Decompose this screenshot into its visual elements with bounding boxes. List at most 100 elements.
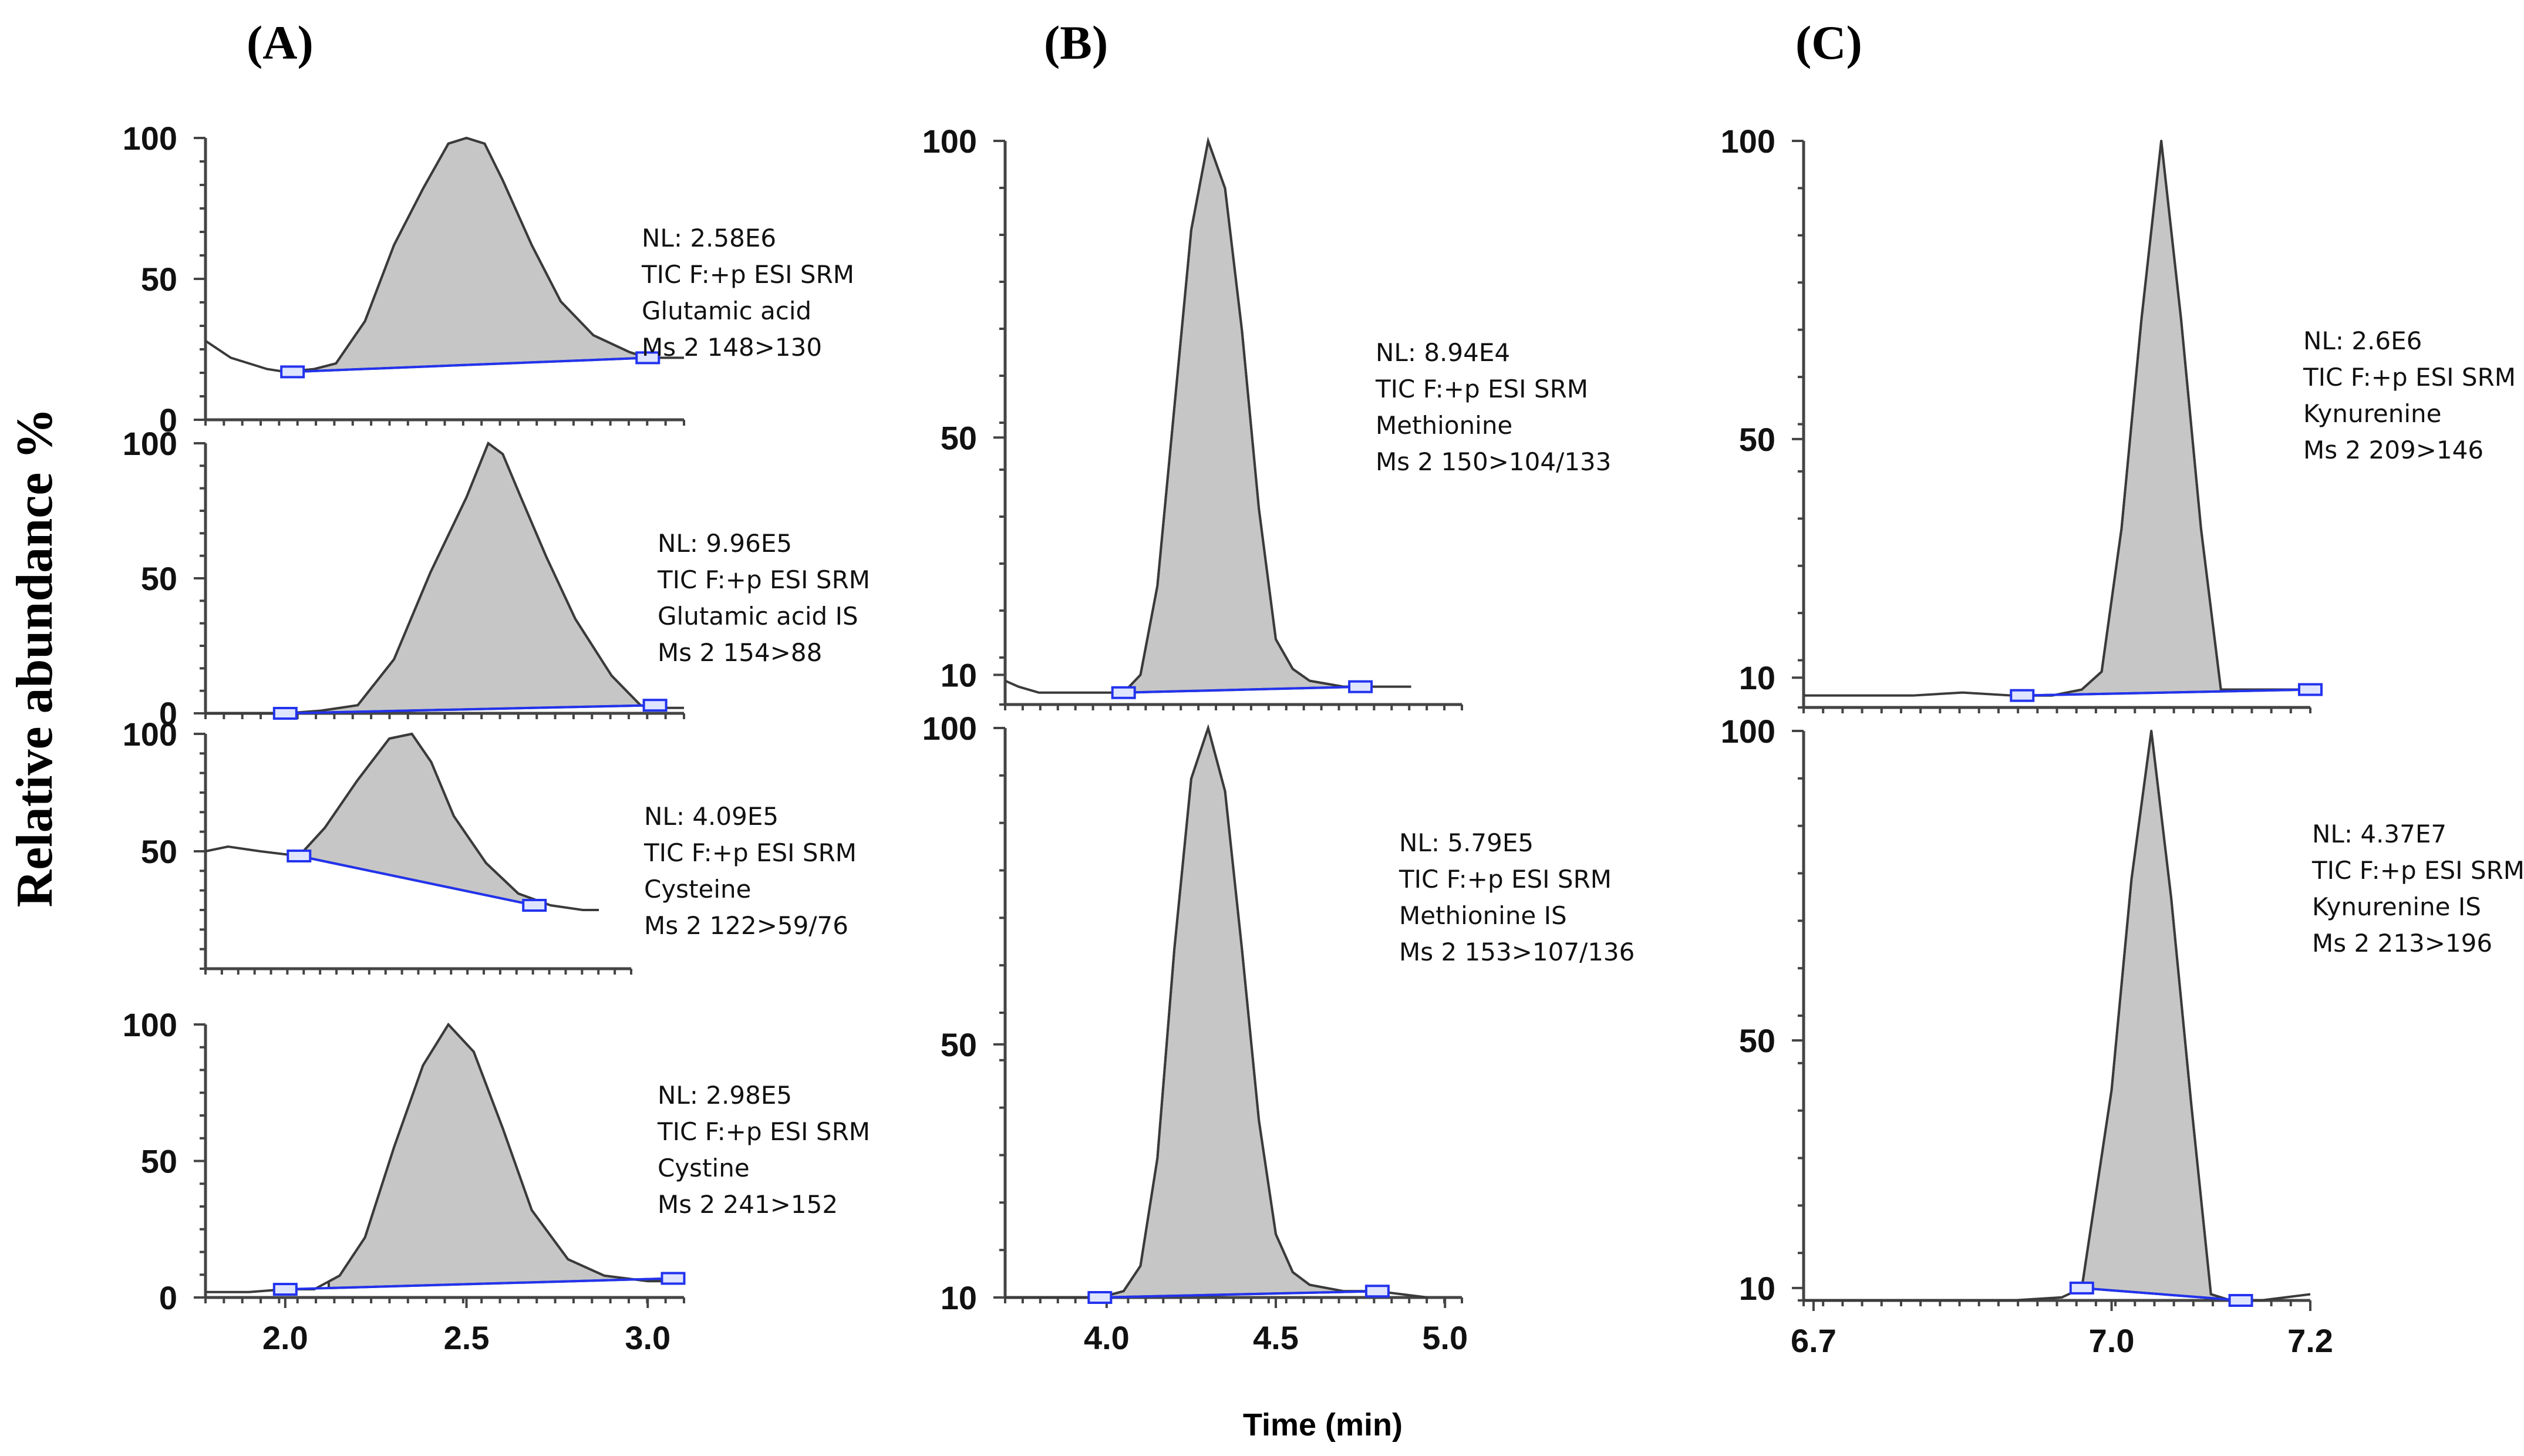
annotation-scan: TIC F:+p ESI SRM — [643, 838, 857, 867]
annotation-transition: Ms 2 213>196 — [2312, 929, 2492, 958]
annotation-transition: Ms 2 241>152 — [658, 1190, 838, 1219]
y-tick-label: 10 — [1739, 659, 1775, 696]
integration-baseline — [285, 704, 655, 714]
x-tick-label: 4.5 — [1253, 1319, 1299, 1356]
peak-area — [327, 1023, 675, 1289]
chart-6: 10 50 100 4.0 4.5 5.0 NL: 5.79E5 TIC F:+p ESI S… — [922, 710, 1635, 1356]
panel-label-a: (A) — [247, 16, 314, 69]
annotation-scan: TIC F:+p ESI SRM — [641, 260, 854, 289]
peak-area — [320, 442, 656, 714]
x-tick-label: 2.0 — [262, 1319, 308, 1356]
baseline-marker — [2010, 689, 2035, 702]
annotation-compound: Methionine IS — [1399, 901, 1567, 930]
chart-7: 10 50 100 NL: 2.6E6 TIC F:+p ESI SRM Kynureni… — [1721, 123, 2516, 713]
y-tick-label: 100 — [123, 1006, 177, 1043]
annotation-compound: Cysteine — [644, 875, 752, 904]
annotation-scan: TIC F:+p ESI SRM — [1375, 375, 1588, 403]
integration-baseline — [2022, 688, 2311, 697]
y-tick-label: 10 — [941, 656, 977, 693]
panel-label-b: (B) — [1044, 16, 1108, 69]
x-tick-label: 2.5 — [444, 1319, 490, 1356]
annotation-transition: Ms 2 209>146 — [2303, 436, 2483, 464]
peak-area — [1098, 727, 1379, 1299]
integration-baseline — [1100, 1290, 1377, 1299]
y-tick-label: 100 — [922, 123, 977, 160]
chromatogram-trace — [204, 136, 684, 373]
baseline-marker — [1111, 686, 1136, 699]
baseline-marker — [1087, 1291, 1113, 1304]
y-tick-label: 0 — [159, 1279, 177, 1316]
annotation-nl: NL: 4.37E7 — [2312, 820, 2447, 848]
baseline-marker — [661, 1272, 686, 1285]
y-tick-label: 50 — [141, 261, 177, 298]
annotation-nl: NL: 5.79E5 — [1399, 828, 1534, 857]
baseline-marker — [2228, 1294, 2253, 1307]
annotation-nl: NL: 9.96E5 — [658, 529, 792, 558]
annotation-compound: Kynurenine — [2303, 399, 2442, 428]
baseline-marker — [280, 365, 305, 379]
integration-baseline — [2081, 1286, 2241, 1302]
y-tick-label: 50 — [1739, 421, 1775, 458]
baseline-marker — [2069, 1281, 2094, 1295]
chart-4: 0 50 100 2.0 2.5 3.0 NL: 2.98E5 TIC F:+p ESI SR… — [123, 1006, 870, 1356]
baseline-marker — [1364, 1285, 1390, 1298]
y-tick-label: 50 — [141, 833, 177, 870]
y-tick-label: 100 — [123, 120, 177, 157]
annotation-scan: TIC F:+p ESI SRM — [657, 565, 870, 594]
baseline-marker — [642, 699, 668, 712]
annotation-transition: Ms 2 150>104/133 — [1376, 447, 1611, 476]
y-tick-label: 50 — [141, 560, 177, 597]
x-tick-label: 3.0 — [625, 1319, 670, 1356]
annotation-scan: TIC F:+p ESI SRM — [1399, 865, 1612, 894]
annotation-nl: NL: 2.98E5 — [658, 1081, 792, 1110]
y-tick-label: 50 — [1739, 1022, 1775, 1059]
x-tick-label: 6.7 — [1791, 1322, 1836, 1359]
x-tick-label: 7.0 — [2089, 1322, 2135, 1359]
y-tick-label: 10 — [1739, 1270, 1775, 1307]
baseline-marker — [287, 850, 312, 862]
y-tick-label: 50 — [941, 419, 977, 456]
x-tick-label: 4.0 — [1084, 1319, 1130, 1356]
peak-area — [1122, 140, 1362, 694]
annotation-transition: Ms 2 148>130 — [642, 333, 822, 362]
y-tick-label: 0 — [159, 402, 177, 439]
y-tick-label: 100 — [123, 716, 177, 753]
x-axis-label: Time (min) — [1243, 1407, 1403, 1442]
chart-8: 10 50 100 6.7 7.0 7.2 NL: 4.37E7 TIC F:+p ESI S… — [1721, 713, 2524, 1359]
chart-3: 50 100 NL: 4.09E5 TIC F:+p ESI SRM Cysteine M… — [123, 716, 857, 975]
y-tick-label: 100 — [922, 710, 977, 747]
annotation-transition: Ms 2 122>59/76 — [644, 911, 848, 940]
chart-5: 10 50 100 NL: 8.94E4 TIC F:+p ESI SRM Methion… — [922, 123, 1611, 710]
y-tick-label: 100 — [1721, 123, 1775, 160]
y-tick-label: 100 — [1721, 713, 1775, 750]
annotation-transition: Ms 2 154>88 — [658, 638, 822, 667]
chart-2: 0 50 100 NL: 9.96E5 TIC F:+p ESI SRM Glutamic… — [123, 425, 870, 732]
chart-1: 0 50 100 NL: 2.58E6 TIC F:+p ESI SRM Glutamic… — [123, 120, 854, 439]
chromatogram-trace — [1005, 136, 1411, 694]
annotation-compound: Kynurenine IS — [2312, 892, 2481, 921]
annotation-nl: NL: 2.58E6 — [642, 224, 776, 252]
x-tick-label: 7.2 — [2287, 1322, 2333, 1359]
baseline-marker — [272, 707, 298, 720]
annotation-scan: TIC F:+p ESI SRM — [657, 1117, 870, 1146]
peak-area — [2021, 140, 2311, 697]
annotation-scan: TIC F:+p ESI SRM — [2303, 363, 2516, 392]
y-tick-label: 10 — [941, 1279, 977, 1316]
y-tick-label: 50 — [941, 1026, 977, 1063]
x-tick-label: 5.0 — [1422, 1319, 1468, 1356]
panel-label-c: (C) — [1795, 16, 1862, 69]
baseline-marker — [272, 1283, 298, 1296]
annotation-compound: Glutamic acid IS — [658, 602, 858, 631]
annotation-scan: TIC F:+p ESI SRM — [2311, 856, 2524, 885]
integration-baseline — [292, 356, 648, 373]
y-tick-label: 50 — [141, 1143, 177, 1180]
baseline-marker — [635, 351, 661, 365]
annotation-compound: Methionine — [1376, 411, 1512, 440]
annotation-compound: Glutamic acid — [642, 296, 811, 325]
chromatogram-trace — [205, 441, 684, 714]
chromatogram-trace — [1804, 730, 2311, 1302]
annotation-nl: NL: 4.09E5 — [644, 802, 779, 831]
annotation-transition: Ms 2 153>107/136 — [1399, 938, 1635, 966]
